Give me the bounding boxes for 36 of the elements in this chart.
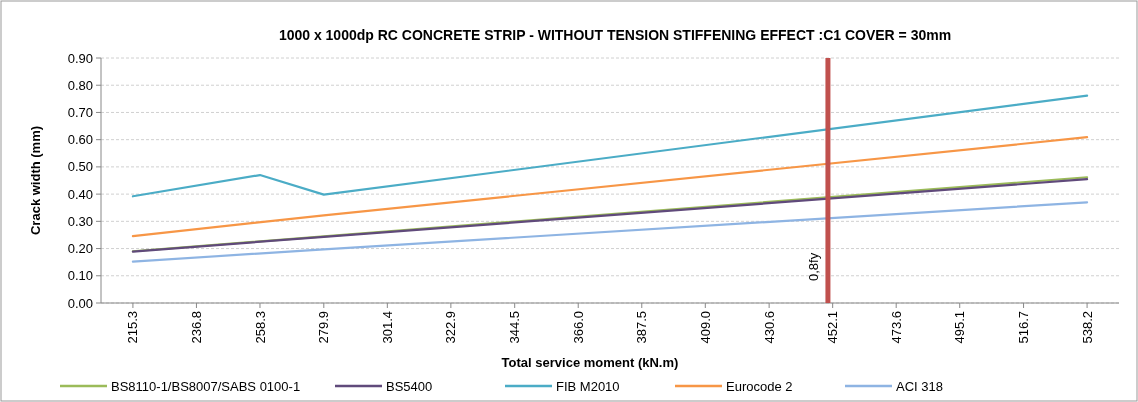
y-tick-label: 0.30 [67,213,93,229]
x-tick-label: 473.6 [888,311,904,344]
x-tick-label: 538.2 [1079,311,1095,344]
y-tick-label: 0.70 [67,104,93,120]
y-tick-label: 0.60 [67,132,93,148]
y-tick-label: 0.90 [67,50,93,66]
legend-label: Eurocode 2 [726,378,793,394]
x-tick-label: 279.9 [316,311,332,344]
x-tick-label: 301.4 [379,311,395,344]
y-tick-label: 0.40 [67,186,93,202]
x-tick-label: 387.5 [634,311,650,344]
x-tick-label: 409.0 [697,311,713,344]
x-tick-label: 258.3 [252,311,268,344]
x-tick-label: 430.6 [761,311,777,344]
x-tick-label: 452.1 [825,311,841,344]
chart-title: 1000 x 1000dp RC CONCRETE STRIP - WITHOUT TENSION STIFFENING EFFECT :C1 COVER = 30mm [278,27,952,43]
x-tick-label: 344.5 [507,311,523,344]
y-tick-label: 0.10 [67,268,93,284]
x-tick-label: 322.9 [443,311,459,344]
x-tick-label: 215.3 [125,311,141,344]
x-tick-label: 516.7 [1016,311,1032,344]
legend-label: FIB M2010 [556,378,620,394]
legend-label: ACI 318 [896,378,943,394]
legend-label: BS5400 [386,378,433,394]
y-tick-label: 0.20 [67,241,93,257]
legend-label: BS8110-1/BS8007/SABS 0100-1 [111,378,301,394]
line-series [131,94,1089,198]
x-tick-label: 495.1 [952,311,968,344]
y-tick-label: 0.80 [67,77,93,93]
x-tick-label: 236.8 [189,311,204,344]
x-axis-title: Total service moment (kN.m) [501,355,679,370]
x-tick-label: 366.0 [570,311,586,344]
y-tick-label: 0.00 [67,295,93,311]
y-tick-label: 0.50 [67,159,93,175]
y-axis-title: Crack width (mm) [28,125,43,236]
ref-line-label: 0,8fy [805,252,821,281]
